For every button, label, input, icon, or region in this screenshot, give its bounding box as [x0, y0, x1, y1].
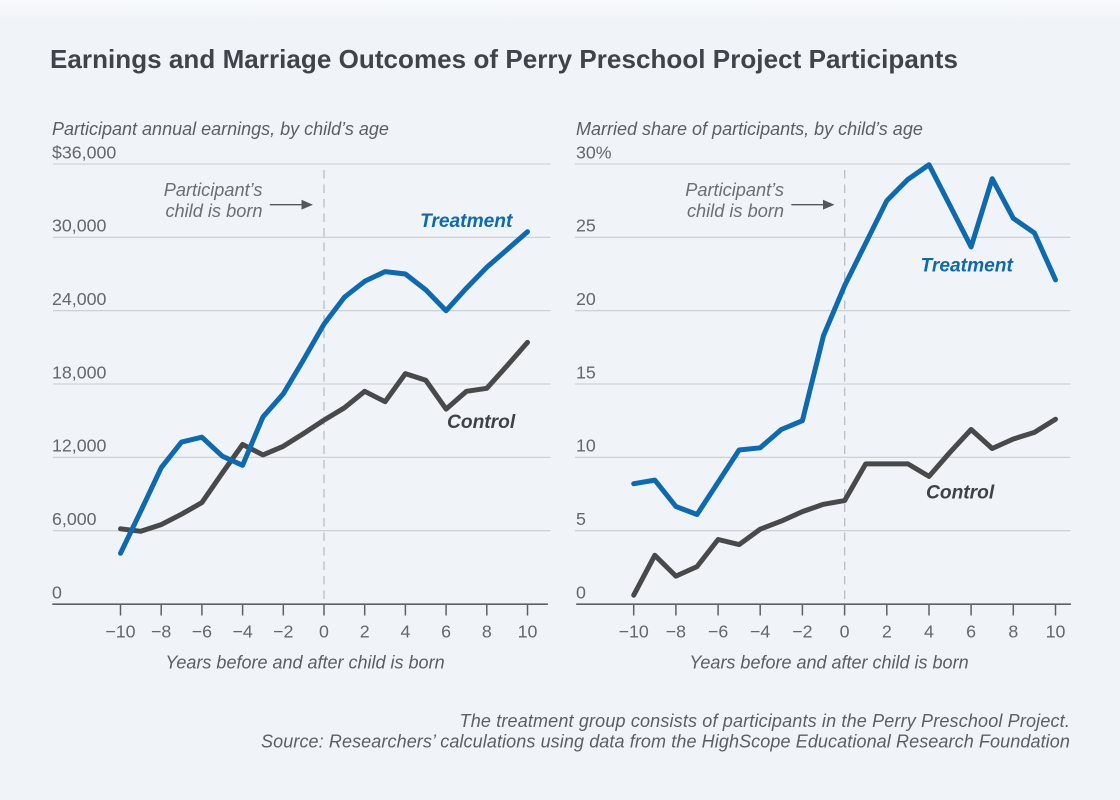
svg-text:24,000: 24,000 — [52, 289, 106, 309]
svg-text:5: 5 — [576, 509, 586, 529]
svg-text:−6: −6 — [708, 622, 728, 642]
svg-text:30%: 30% — [576, 142, 612, 162]
svg-text:15: 15 — [576, 362, 596, 382]
svg-text:$36,000: $36,000 — [52, 142, 116, 162]
svg-text:2: 2 — [882, 622, 892, 642]
svg-text:20: 20 — [576, 289, 596, 309]
svg-text:−8: −8 — [151, 622, 171, 642]
svg-text:30,000: 30,000 — [52, 216, 106, 236]
svg-text:Participant’s: Participant’s — [164, 180, 263, 200]
svg-text:−2: −2 — [273, 622, 293, 642]
svg-text:0: 0 — [319, 622, 329, 642]
svg-text:0: 0 — [840, 622, 850, 642]
svg-text:0: 0 — [52, 582, 62, 602]
svg-text:8: 8 — [1008, 622, 1018, 642]
svg-text:4: 4 — [400, 622, 410, 642]
svg-text:25: 25 — [576, 216, 596, 236]
svg-text:Control: Control — [926, 483, 995, 504]
svg-text:8: 8 — [482, 622, 492, 642]
svg-text:10: 10 — [576, 436, 596, 456]
svg-text:10: 10 — [1046, 622, 1066, 642]
svg-text:4: 4 — [924, 622, 934, 642]
svg-text:Control: Control — [447, 412, 516, 433]
svg-text:Earnings and Marriage Outcomes: Earnings and Marriage Outcomes of Perry … — [50, 44, 958, 74]
svg-text:−2: −2 — [792, 622, 812, 642]
svg-text:child is born: child is born — [165, 201, 262, 221]
svg-text:6,000: 6,000 — [52, 509, 97, 529]
svg-text:Source: Researchers’ calculati: Source: Researchers’ calculations using … — [261, 732, 1070, 752]
svg-text:Participant’s: Participant’s — [685, 180, 784, 200]
svg-text:6: 6 — [441, 622, 451, 642]
svg-text:−4: −4 — [232, 622, 252, 642]
svg-text:Years before and after child i: Years before and after child is born — [689, 653, 968, 673]
svg-text:Treatment: Treatment — [420, 211, 514, 232]
svg-text:10: 10 — [518, 622, 538, 642]
svg-text:−8: −8 — [666, 622, 686, 642]
svg-text:12,000: 12,000 — [52, 436, 106, 456]
svg-text:2: 2 — [360, 622, 370, 642]
svg-text:Married share of participants,: Married share of participants, by child’… — [576, 119, 923, 139]
svg-text:−10: −10 — [619, 622, 649, 642]
svg-text:0: 0 — [576, 582, 586, 602]
svg-text:child is born: child is born — [687, 201, 784, 221]
svg-text:6: 6 — [966, 622, 976, 642]
svg-text:−6: −6 — [192, 622, 212, 642]
svg-text:The treatment group consists o: The treatment group consists of particip… — [460, 711, 1070, 731]
svg-text:Treatment: Treatment — [921, 256, 1015, 277]
svg-text:Participant annual earnings, b: Participant annual earnings, by child’s … — [52, 119, 389, 139]
svg-text:−4: −4 — [750, 622, 770, 642]
svg-text:18,000: 18,000 — [52, 362, 106, 382]
svg-text:Years before and after child i: Years before and after child is born — [165, 653, 444, 673]
svg-text:−10: −10 — [105, 622, 135, 642]
